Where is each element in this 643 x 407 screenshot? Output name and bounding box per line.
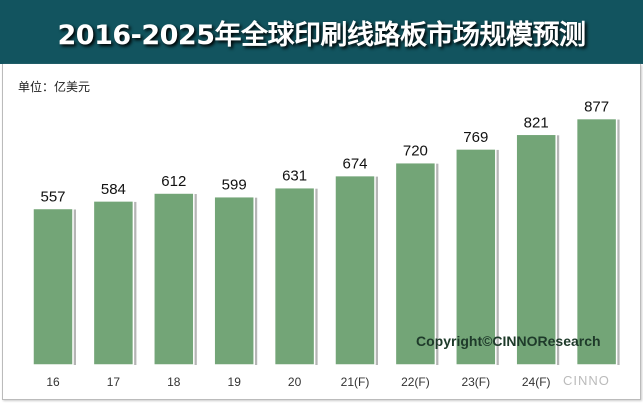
data-label: 612: [161, 173, 186, 190]
data-label: 720: [403, 143, 428, 160]
data-label: 821: [524, 114, 549, 131]
bar: [455, 148, 497, 366]
bar: [575, 117, 618, 366]
x-tick-label: 23(F): [461, 375, 490, 389]
copyright-text: Copyright©CINNOResearch: [416, 333, 601, 349]
bar: [334, 174, 376, 366]
bar: [213, 195, 255, 366]
unit-label: 单位：亿美元: [18, 80, 91, 94]
x-tick-label: 21(F): [341, 375, 370, 389]
bar: [515, 133, 557, 366]
bar: [394, 161, 437, 366]
x-tick-label: 20: [288, 375, 302, 389]
data-label: 769: [463, 129, 488, 146]
watermark: CINNO: [563, 373, 610, 388]
data-label: 877: [584, 99, 609, 116]
data-label: 599: [222, 177, 247, 194]
x-tick-label: 19: [228, 375, 242, 389]
bar: [153, 192, 195, 366]
chart-title: 2016-2025年全球印刷线路板市场规模预测: [57, 19, 587, 51]
x-tick-label: 24(F): [522, 375, 551, 389]
data-label: 674: [342, 156, 367, 173]
chart-frame: [2, 64, 641, 400]
bar: [273, 186, 316, 366]
x-tick-label: 22(F): [401, 375, 430, 389]
title-bar: 2016-2025年全球印刷线路板市场规模预测: [0, 0, 643, 64]
data-label: 584: [101, 181, 126, 198]
x-tick-label: 17: [107, 375, 121, 389]
data-label: 631: [282, 168, 307, 185]
bar: [32, 207, 74, 366]
data-label: 557: [40, 188, 65, 205]
x-tick-label: 18: [167, 375, 181, 389]
x-tick-label: 16: [46, 375, 60, 389]
bar: [92, 200, 135, 366]
